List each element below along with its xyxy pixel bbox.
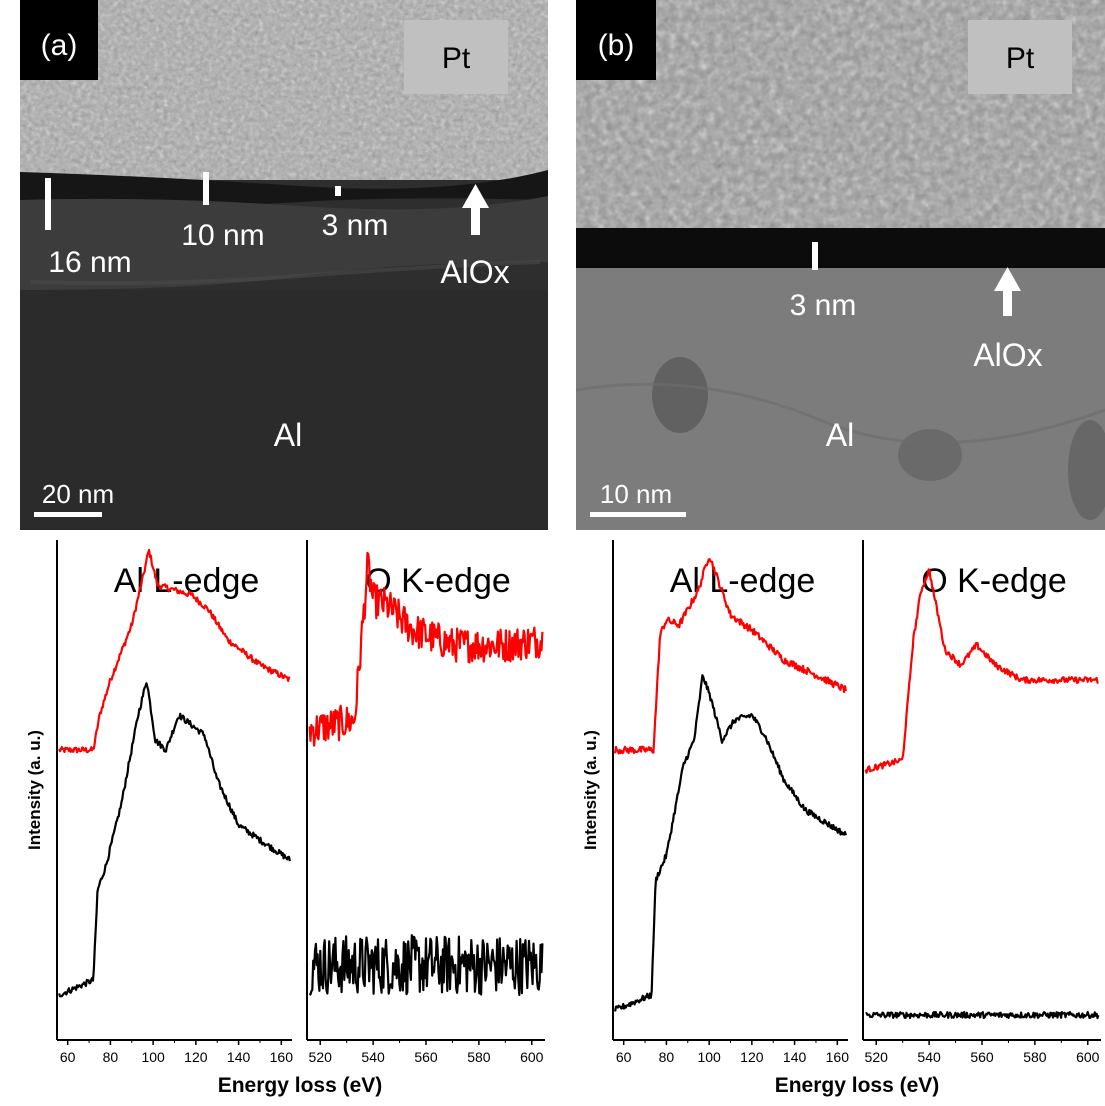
series-line-red — [308, 551, 544, 747]
subplot-title: Al L-edge — [670, 562, 816, 600]
scale-bar-label-a: 20 nm — [42, 479, 114, 509]
series-line-red — [58, 548, 291, 754]
panel-label-box — [576, 0, 656, 80]
thickness-label: 10 nm — [181, 219, 264, 252]
al-label-b: Al — [826, 417, 854, 453]
x-tick-label: 60 — [616, 1049, 632, 1065]
al-label-a: Al — [274, 417, 302, 453]
series-line-black — [614, 674, 847, 1012]
pt-label-a: Pt — [442, 42, 471, 75]
subplot-title: O K-edge — [921, 562, 1067, 600]
thickness-label: 3 nm — [322, 209, 389, 242]
x-tick-label: 560 — [414, 1049, 438, 1065]
arrow-up-icon — [994, 267, 1021, 316]
panel-label-b: (b) — [598, 29, 635, 62]
x-tick-label: 540 — [917, 1049, 941, 1065]
scale-bar-a — [34, 512, 102, 517]
x-tick-label: 520 — [865, 1049, 889, 1065]
x-tick-label: 100 — [141, 1049, 165, 1065]
x-tick-label: 140 — [227, 1049, 251, 1065]
x-tick-label: 580 — [467, 1049, 491, 1065]
x-tick-label: 140 — [783, 1049, 807, 1065]
eels-spectra: 60 80 100 120 140 160 Al L-edge 520 540 560 580 600… — [25, 540, 1101, 1097]
pt-label-box — [404, 20, 508, 94]
pt-label-b: Pt — [1006, 42, 1035, 75]
panel-label-a: (a) — [41, 29, 78, 62]
x-tick-label: 160 — [826, 1049, 850, 1065]
thickness-marker — [45, 178, 51, 230]
x-tick-label: 560 — [970, 1049, 994, 1065]
y-axis-title: Intensity (a. u.) — [25, 730, 44, 850]
tem-image-b — [576, 0, 1105, 530]
alox-label-b: AlOx — [973, 337, 1042, 373]
x-axis-title: Energy loss (eV) — [218, 1074, 383, 1097]
subplot-title: O K-edge — [365, 562, 511, 600]
x-tick-label: 120 — [740, 1049, 764, 1065]
thickness-label: 3 nm — [790, 289, 857, 322]
x-tick-label: 80 — [659, 1049, 675, 1065]
x-tick-label: 600 — [1076, 1049, 1100, 1065]
x-tick-label: 540 — [361, 1049, 385, 1065]
alox-label-a: AlOx — [440, 254, 509, 290]
series-line-black — [308, 934, 544, 996]
series-line-red — [614, 558, 847, 755]
scale-bar-b — [590, 512, 686, 517]
x-tick-label: 80 — [103, 1049, 119, 1065]
arrow-up-icon — [462, 184, 489, 235]
y-axis-title: Intensity (a. u.) — [581, 730, 600, 850]
x-tick-label: 120 — [184, 1049, 208, 1065]
x-tick-label: 160 — [270, 1049, 294, 1065]
x-tick-label: 60 — [60, 1049, 76, 1065]
x-tick-label: 520 — [309, 1049, 333, 1065]
thickness-label: 16 nm — [48, 246, 131, 279]
x-axis-title: Energy loss (eV) — [775, 1074, 940, 1097]
series-line-black — [58, 682, 291, 998]
thickness-marker — [812, 242, 818, 270]
thickness-marker — [335, 186, 341, 196]
series-line-black — [865, 1010, 1100, 1020]
x-tick-label: 580 — [1023, 1049, 1047, 1065]
pt-label-box — [968, 20, 1072, 94]
scale-bar-label-b: 10 nm — [600, 479, 672, 509]
panel-label-box — [20, 0, 98, 80]
x-tick-label: 100 — [697, 1049, 721, 1065]
thickness-marker — [203, 172, 209, 205]
series-line-red — [864, 568, 1099, 774]
x-tick-label: 600 — [520, 1049, 544, 1065]
